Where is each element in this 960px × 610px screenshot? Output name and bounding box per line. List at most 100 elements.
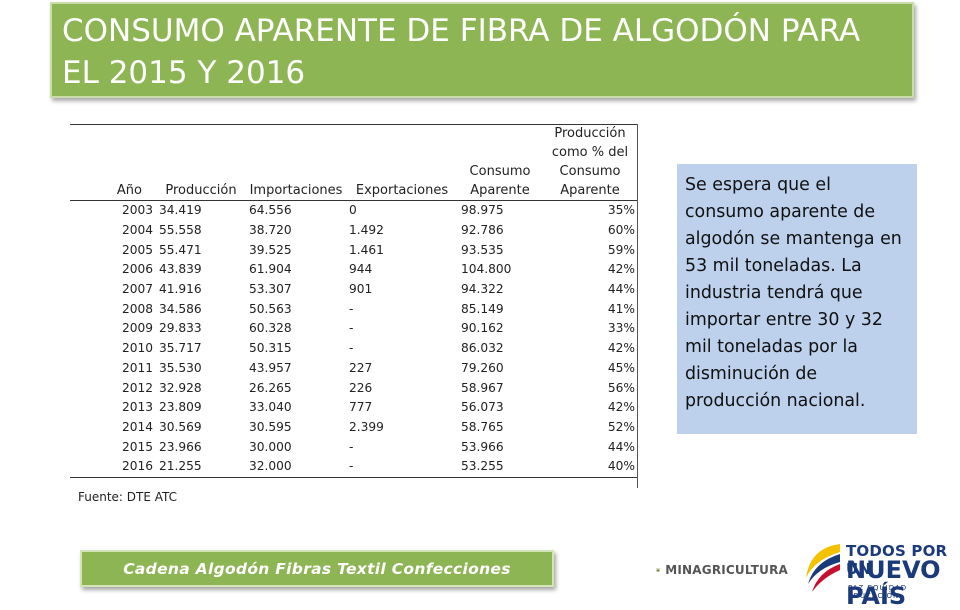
cell-pct: 42% <box>542 398 638 418</box>
cell-pct: 42% <box>542 339 638 359</box>
cell-exports: 226 <box>346 378 458 398</box>
cell-year: 2006 <box>70 260 156 280</box>
cell-consumption: 90.162 <box>458 319 542 339</box>
cell-imports: 50.563 <box>246 299 346 319</box>
cell-imports: 33.040 <box>246 398 346 418</box>
cell-year: 2016 <box>70 457 156 477</box>
cell-pct: 59% <box>542 240 638 260</box>
cell-imports: 26.265 <box>246 378 346 398</box>
cell-pct: 45% <box>542 359 638 379</box>
cell-production: 41.916 <box>156 280 246 300</box>
cell-imports: 50.315 <box>246 339 346 359</box>
minagricultura-label: MINAGRICULTURA <box>665 563 788 577</box>
cadena-button[interactable]: Cadena Algodón Fibras Textil Confeccione… <box>80 550 554 587</box>
cell-consumption: 85.149 <box>458 299 542 319</box>
cell-production: 34.586 <box>156 299 246 319</box>
cell-pct: 52% <box>542 418 638 438</box>
cell-consumption: 92.786 <box>458 221 542 241</box>
cell-pct: 41% <box>542 299 638 319</box>
cell-consumption: 58.967 <box>458 378 542 398</box>
cell-exports: 1.492 <box>346 221 458 241</box>
cell-exports: - <box>346 319 458 339</box>
cell-production: 32.928 <box>156 378 246 398</box>
cell-consumption: 94.322 <box>458 280 542 300</box>
cell-consumption: 53.966 <box>458 437 542 457</box>
header-imports: Importaciones <box>246 181 346 201</box>
cell-exports: - <box>346 299 458 319</box>
cell-consumption: 79.260 <box>458 359 542 379</box>
cell-production: 21.255 <box>156 457 246 477</box>
cell-year: 2014 <box>70 418 156 438</box>
header-production: Producción <box>156 181 246 201</box>
cell-imports: 60.328 <box>246 319 346 339</box>
title-line-2: EL 2015 Y 2016 <box>62 52 902 94</box>
header-consumption-line2: Aparente <box>458 181 542 201</box>
cell-imports: 61.904 <box>246 260 346 280</box>
cell-pct: 33% <box>542 319 638 339</box>
cell-year: 2008 <box>70 299 156 319</box>
cell-year: 2013 <box>70 398 156 418</box>
cell-exports: 944 <box>346 260 458 280</box>
cell-consumption: 98.975 <box>458 201 542 221</box>
title-line-1: CONSUMO APARENTE DE FIBRA DE ALGODÓN PAR… <box>62 10 902 52</box>
forecast-note-box: Se espera que el consumo aparente de alg… <box>677 164 917 434</box>
cell-pct: 44% <box>542 437 638 457</box>
cell-consumption: 104.800 <box>458 260 542 280</box>
cell-imports: 38.720 <box>246 221 346 241</box>
cell-pct: 60% <box>542 221 638 241</box>
header-pct-line2: como % del <box>542 143 638 162</box>
cell-imports: 53.307 <box>246 280 346 300</box>
cell-consumption: 93.535 <box>458 240 542 260</box>
title-banner: CONSUMO APARENTE DE FIBRA DE ALGODÓN PAR… <box>50 2 914 98</box>
cell-pct: 35% <box>542 201 638 221</box>
data-table: Producción como % del Consumo Consumo Añ… <box>70 124 638 478</box>
cell-consumption: 56.073 <box>458 398 542 418</box>
cell-production: 55.558 <box>156 221 246 241</box>
todos-por-un-nuevo-pais-logo: TODOS POR UN NUEVO PAÍS PAZ EQUIDAD EDUC… <box>800 538 950 598</box>
todos-line-2: NUEVO PAÍS <box>846 557 950 609</box>
colombia-flag-swoosh-icon <box>800 538 844 598</box>
cell-production: 55.471 <box>156 240 246 260</box>
cadena-button-label: Cadena Algodón Fibras Textil Confeccione… <box>123 560 511 578</box>
cell-year: 2004 <box>70 221 156 241</box>
header-pct-line4: Aparente <box>542 181 638 201</box>
cell-consumption: 53.255 <box>458 457 542 477</box>
cell-imports: 32.000 <box>246 457 346 477</box>
cell-exports: - <box>346 339 458 359</box>
cell-consumption: 86.032 <box>458 339 542 359</box>
cell-year: 2005 <box>70 240 156 260</box>
cell-year: 2003 <box>70 201 156 221</box>
cell-production: 43.839 <box>156 260 246 280</box>
cell-pct: 40% <box>542 457 638 477</box>
cell-year: 2009 <box>70 319 156 339</box>
cotton-consumption-table: Producción como % del Consumo Consumo Añ… <box>70 124 640 478</box>
cell-year: 2010 <box>70 339 156 359</box>
table-right-border <box>637 124 638 488</box>
header-consumption-line1: Consumo <box>458 162 542 181</box>
cell-production: 23.809 <box>156 398 246 418</box>
cell-year: 2011 <box>70 359 156 379</box>
cell-year: 2007 <box>70 280 156 300</box>
header-year: Año <box>70 181 156 201</box>
cell-production: 30.569 <box>156 418 246 438</box>
header-pct-line1: Producción <box>542 124 638 143</box>
cell-consumption: 58.765 <box>458 418 542 438</box>
header-exports: Exportaciones <box>346 181 458 201</box>
cell-pct: 44% <box>542 280 638 300</box>
slide-title: CONSUMO APARENTE DE FIBRA DE ALGODÓN PAR… <box>62 10 902 94</box>
cell-exports: 777 <box>346 398 458 418</box>
cell-production: 23.966 <box>156 437 246 457</box>
cell-exports: 1.461 <box>346 240 458 260</box>
